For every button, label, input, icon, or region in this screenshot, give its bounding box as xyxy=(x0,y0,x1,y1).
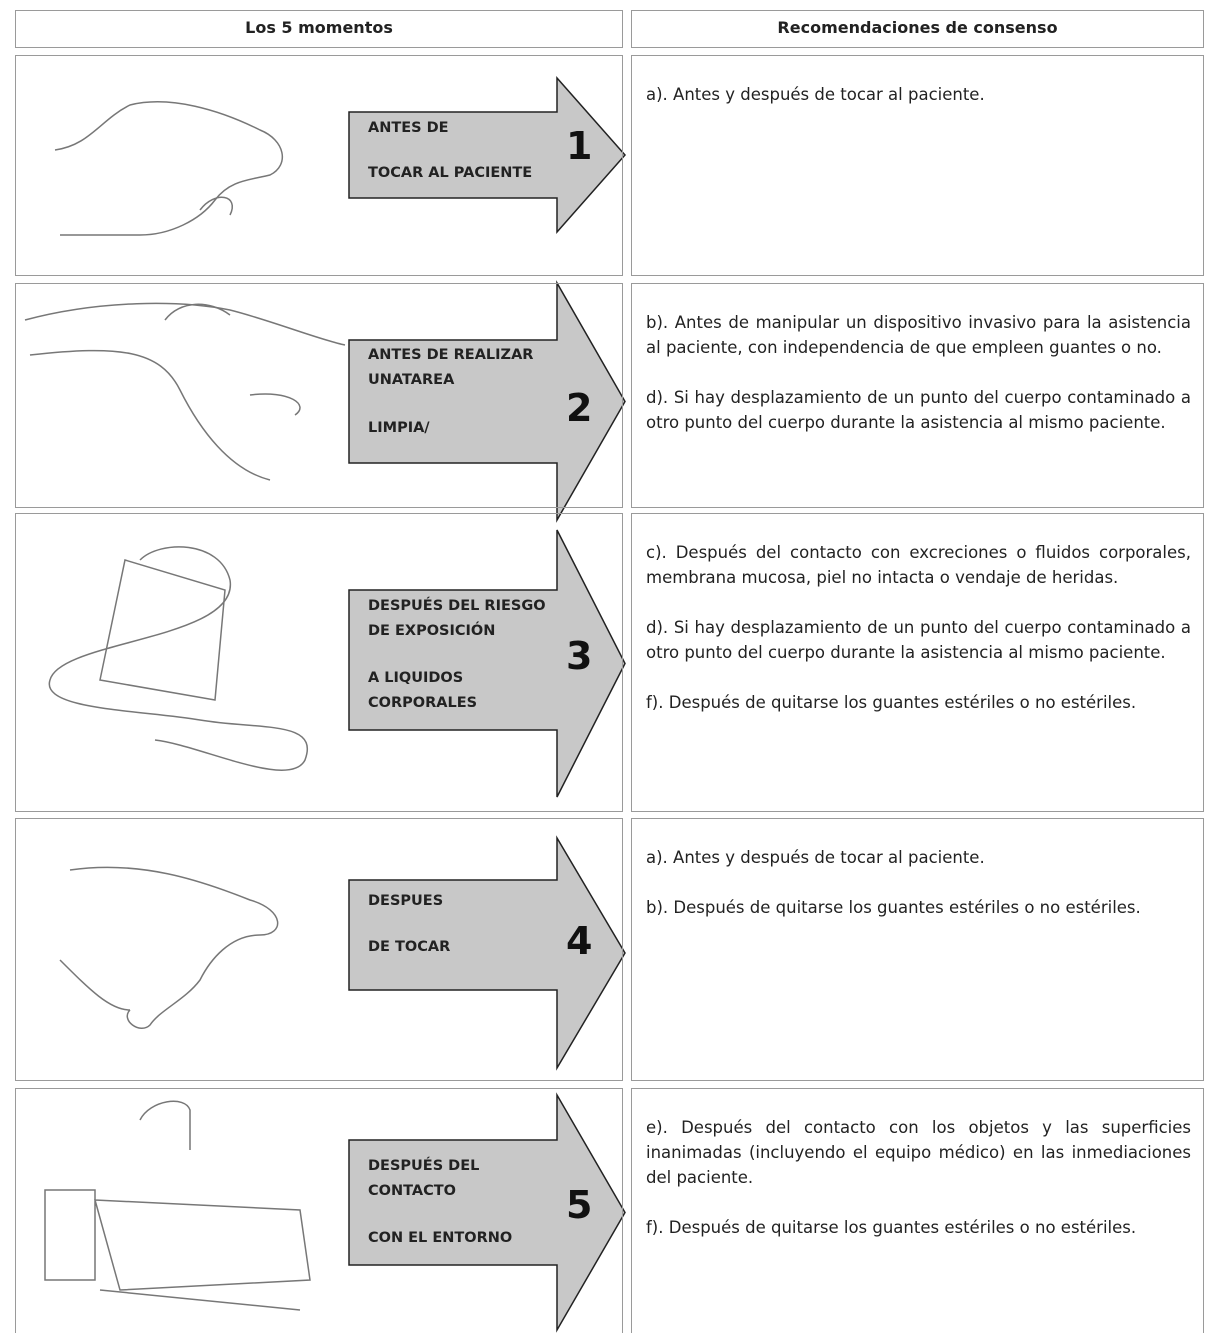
moment-number: 2 xyxy=(566,386,593,430)
arrow xyxy=(348,529,626,798)
arrow xyxy=(348,1092,626,1333)
moment-cell xyxy=(15,513,623,812)
arrow-label: UNATAREA xyxy=(368,372,455,388)
recommendation: d). Si hay desplazamiento de un punto de… xyxy=(646,618,1191,662)
arrow-label: DESPUÉS DEL xyxy=(368,1158,480,1174)
recommendation-cell xyxy=(631,283,1204,508)
recommendations: a). Antes y después de tocar al paciente… xyxy=(646,82,1191,132)
arrow xyxy=(348,280,626,523)
recommendation-cell xyxy=(631,1088,1204,1333)
arrow-label: ANTES DE xyxy=(368,120,449,136)
recommendations: b). Antes de manipular un dispositivo in… xyxy=(646,310,1191,460)
arrow-label: LIMPIA/ xyxy=(368,420,430,436)
sketches xyxy=(24,101,346,1311)
recommendation: a). Antes y después de tocar al paciente… xyxy=(646,85,985,104)
header-cell: Recomendaciones de consenso xyxy=(631,10,1204,48)
moment-number: 4 xyxy=(566,919,593,963)
recommendation: d). Si hay desplazamiento de un punto de… xyxy=(646,388,1191,432)
recommendation: e). Después del contacto con los objetos… xyxy=(646,1118,1191,1187)
recommendations: a). Antes y después de tocar al paciente… xyxy=(646,845,1191,945)
arrow-label: CORPORALES xyxy=(368,695,478,711)
arrow-label: DE EXPOSICIÓN xyxy=(368,623,496,639)
moment-number: 1 xyxy=(566,124,593,168)
arrow-label: CONTACTO xyxy=(368,1183,456,1199)
arrow-label: A LIQUIDOS xyxy=(368,670,464,686)
moment-cell xyxy=(15,283,623,508)
moment-cell xyxy=(15,818,623,1081)
arrow-label: DESPUÉS DEL RIESGO xyxy=(368,598,546,614)
arrow-label: DE TOCAR xyxy=(368,939,451,955)
moment-number: 3 xyxy=(566,634,593,678)
recommendation: a). Antes y después de tocar al paciente… xyxy=(646,848,985,867)
recommendation: f). Después de quitarse los guantes esté… xyxy=(646,1218,1137,1237)
moment-cell xyxy=(15,1088,623,1333)
arrow xyxy=(348,76,627,234)
arrow-label: DESPUES xyxy=(368,893,444,909)
recommendation: f). Después de quitarse los guantes esté… xyxy=(646,693,1137,712)
arrow-label: ANTES DE REALIZAR xyxy=(368,347,534,363)
recommendation-cell xyxy=(631,818,1204,1081)
recommendation: c). Después del contacto con excreciones… xyxy=(646,543,1191,587)
arrow xyxy=(348,835,626,1071)
recommendation-cell xyxy=(631,55,1204,276)
recommendation-cell xyxy=(631,513,1204,812)
arrow-label: CON EL ENTORNO xyxy=(368,1230,513,1246)
recommendations: e). Después del contacto con los objetos… xyxy=(646,1115,1191,1265)
arrow-label: TOCAR AL PACIENTE xyxy=(368,165,533,181)
header-cell: Los 5 momentos xyxy=(15,10,623,48)
recommendation: b). Después de quitarse los guantes esté… xyxy=(646,898,1141,917)
moment-cell xyxy=(15,55,623,276)
recommendations: c). Después del contacto con excreciones… xyxy=(646,540,1191,740)
moment-number: 5 xyxy=(566,1183,593,1227)
recommendation: b). Antes de manipular un dispositivo in… xyxy=(646,313,1191,357)
